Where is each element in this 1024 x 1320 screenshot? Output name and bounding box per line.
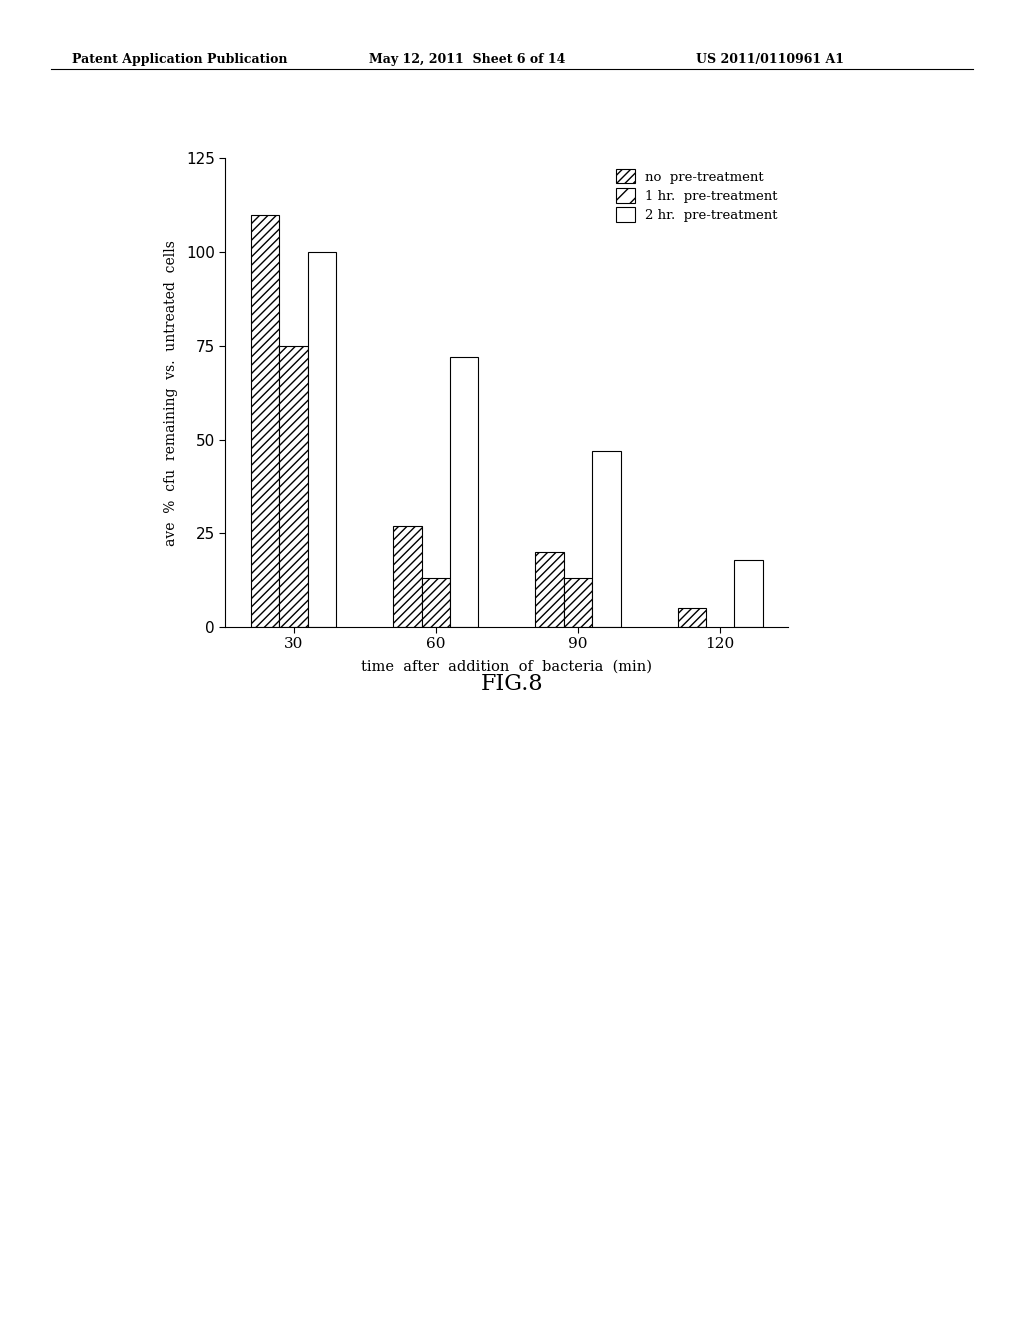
Text: US 2011/0110961 A1: US 2011/0110961 A1 xyxy=(696,53,845,66)
Bar xyxy=(393,525,422,627)
Bar xyxy=(450,358,478,627)
Bar xyxy=(280,346,308,627)
Bar xyxy=(564,578,592,627)
X-axis label: time  after  addition  of  bacteria  (min): time after addition of bacteria (min) xyxy=(361,660,652,673)
Bar xyxy=(308,252,336,627)
Legend: no  pre-treatment, 1 hr.  pre-treatment, 2 hr.  pre-treatment: no pre-treatment, 1 hr. pre-treatment, 2… xyxy=(612,165,782,226)
Text: FIG.8: FIG.8 xyxy=(480,673,544,696)
Bar xyxy=(678,609,706,627)
Bar xyxy=(536,552,564,627)
Text: Patent Application Publication: Patent Application Publication xyxy=(72,53,287,66)
Bar xyxy=(422,578,450,627)
Text: May 12, 2011  Sheet 6 of 14: May 12, 2011 Sheet 6 of 14 xyxy=(369,53,565,66)
Bar xyxy=(592,451,621,627)
Bar xyxy=(251,215,280,627)
Y-axis label: ave  %  cfu  remaining  vs.  untreated  cells: ave % cfu remaining vs. untreated cells xyxy=(164,240,177,545)
Bar xyxy=(734,560,763,627)
